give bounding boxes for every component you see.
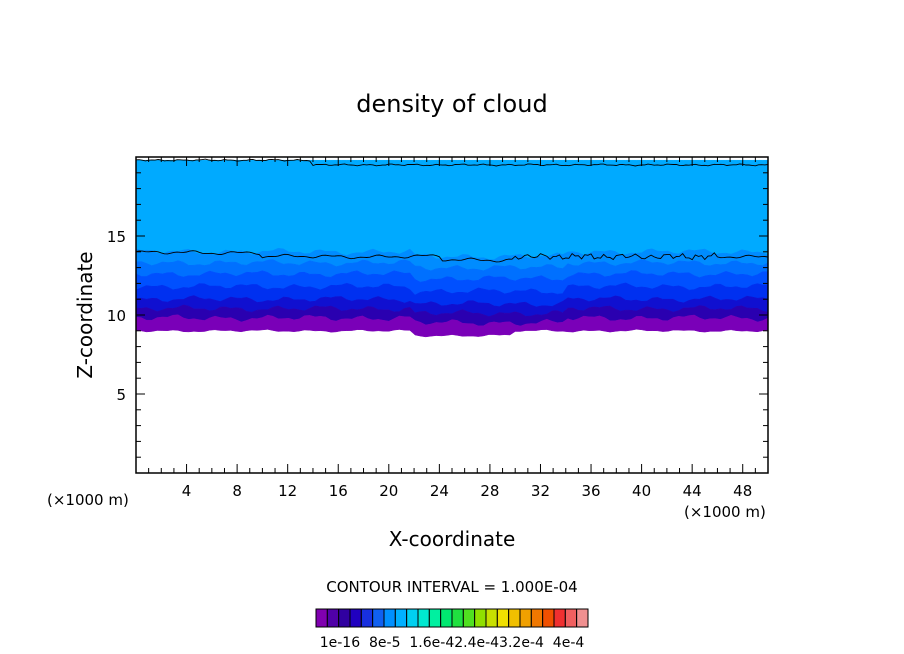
y-tick-label: 10 bbox=[107, 307, 126, 325]
colorbar-swatch bbox=[542, 608, 555, 628]
colorbar-swatch bbox=[326, 608, 340, 628]
colorbar-swatch bbox=[406, 608, 419, 628]
contour-interval-text: CONTOUR INTERVAL = 1.000E-04 bbox=[326, 578, 577, 596]
colorbar-swatch bbox=[508, 608, 521, 628]
colorbar-swatch bbox=[417, 608, 430, 628]
x-axis-label: X-coordinate bbox=[389, 527, 516, 551]
colorbar-swatch bbox=[519, 608, 532, 628]
y-tick-label: 15 bbox=[107, 228, 126, 246]
colorbar-swatch bbox=[576, 608, 589, 628]
contour-band bbox=[135, 159, 769, 260]
colorbar-swatch bbox=[564, 608, 578, 628]
colorbar-swatch bbox=[315, 608, 328, 628]
colorbar-swatch bbox=[496, 608, 510, 628]
colorbar-swatch bbox=[349, 608, 362, 628]
x-axis-unit-right: (×1000 m) bbox=[684, 503, 766, 521]
x-tick-label: 24 bbox=[430, 482, 449, 500]
contour-line bbox=[135, 158, 769, 167]
x-tick-label: 40 bbox=[632, 482, 651, 500]
colorbar-swatch bbox=[394, 608, 408, 628]
colorbar-swatch bbox=[485, 608, 498, 628]
x-tick-label: 32 bbox=[531, 482, 550, 500]
contour-fill bbox=[135, 159, 769, 338]
colorbar-swatch bbox=[383, 608, 396, 628]
axis-ticks bbox=[136, 157, 768, 473]
y-tick-label: 5 bbox=[116, 386, 126, 404]
colorbar-swatch bbox=[360, 608, 374, 628]
x-tick-label: 8 bbox=[232, 482, 242, 500]
contour-line bbox=[135, 250, 769, 263]
y-axis-label: Z-coordinate bbox=[73, 251, 97, 378]
x-tick-label: 16 bbox=[329, 482, 348, 500]
x-tick-label: 20 bbox=[379, 482, 398, 500]
colorbar-swatch bbox=[338, 608, 351, 628]
x-axis-unit-left: (×1000 m) bbox=[47, 491, 129, 509]
x-tick-label: 36 bbox=[581, 482, 600, 500]
x-tick-label: 48 bbox=[733, 482, 752, 500]
colorbar-swatch bbox=[530, 608, 544, 628]
chart-title: density of cloud bbox=[356, 90, 547, 118]
colorbar-labels: 1e-16 8e-5 1.6e-42.4e-43.2e-4 4e-4 bbox=[320, 635, 585, 651]
x-tick-label: 4 bbox=[182, 482, 192, 500]
colorbar-swatch bbox=[462, 608, 476, 628]
colorbar-swatch bbox=[553, 608, 566, 628]
x-tick-label: 44 bbox=[683, 482, 702, 500]
colorbar-swatch bbox=[428, 608, 442, 628]
colorbar-swatch bbox=[440, 608, 453, 628]
contour-lines bbox=[135, 158, 769, 263]
x-tick-label: 28 bbox=[480, 482, 499, 500]
colorbar-swatch bbox=[451, 608, 464, 628]
colorbar-swatch bbox=[372, 608, 385, 628]
colorbar-swatch bbox=[474, 608, 487, 628]
colorbar bbox=[315, 608, 589, 628]
x-tick-label: 12 bbox=[278, 482, 297, 500]
